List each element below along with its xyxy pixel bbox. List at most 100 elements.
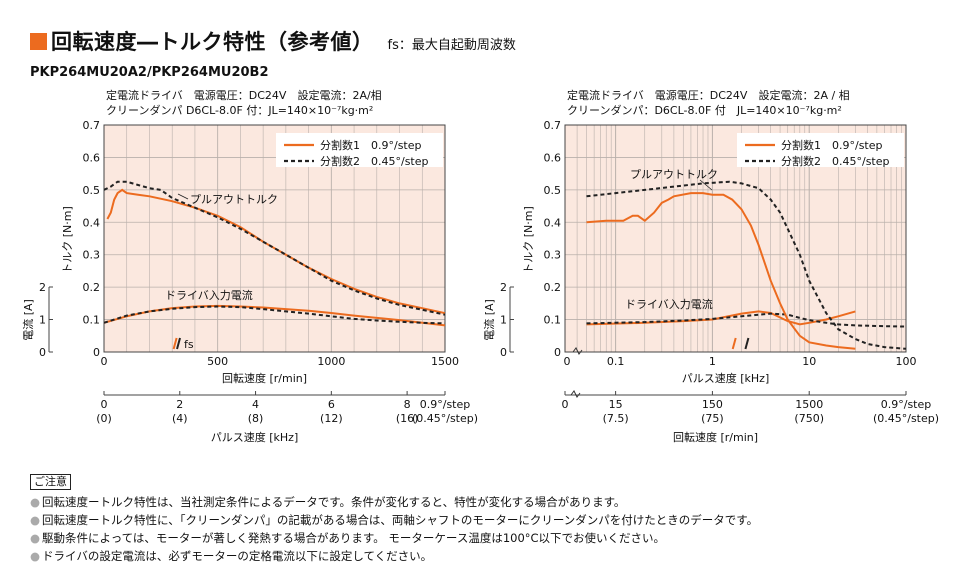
y-tick-label: 0: [93, 346, 100, 359]
note-item: ● 回転速度ートルク特性に、「クリーンダンパ」の記載がある場合は、両軸シャフトのモ…: [30, 513, 759, 527]
current-series-2-line: [586, 312, 906, 328]
annot-pullout: プルアウトトルク: [630, 168, 718, 181]
page-title: 回転速度―トルク特性（参考値）: [51, 30, 374, 54]
torque-series-1-line: [106, 188, 445, 315]
y-tick-label: 0: [554, 346, 561, 359]
fs-marker: [744, 337, 750, 350]
y-tick-label: 0.6: [83, 151, 101, 164]
secondary-tick-label-sub: (7.5): [603, 412, 629, 425]
note-item: ● 回転速度ートルク特性は、当社測定条件によるデータです。条件が変化すると、特性が…: [30, 495, 626, 509]
current-tick-label: 2: [500, 281, 507, 294]
condition-line-2: クリーンダンパ：D6CL-8.0F 付 JL=140×10⁻⁷kg·m²: [567, 103, 842, 117]
plot-frame: [564, 124, 907, 353]
note-text: 回転速度ートルク特性は、当社測定条件によるデータです。条件が変化すると、特性が変…: [42, 495, 626, 509]
x-tick-label: 1000: [317, 355, 345, 368]
legend-label-1: 分割数1 0.9°/step: [320, 138, 422, 152]
secondary-tick-label: 2: [176, 398, 183, 411]
secondary-tick-label-sub: (750): [794, 412, 824, 425]
annot-pullout-leader: [699, 179, 713, 191]
fs-marker: [172, 337, 178, 350]
current-series-2-line: [104, 305, 445, 325]
x-tick-label: 100: [896, 355, 917, 368]
current-axis-label: 電流 [A]: [21, 299, 35, 341]
current-tick-label: 0: [39, 346, 46, 359]
y-tick-label: 0.6: [544, 151, 562, 164]
legend-label-2: 分割数2 0.45°/step: [320, 154, 429, 168]
y-tick-label: 0.1: [83, 314, 101, 327]
secondary-tick-label-sub: (8): [248, 412, 264, 425]
condition-line-2: クリーンダンパ D6CL-8.0F 付：JL=140×10⁻⁷kg·m²: [106, 103, 373, 117]
annot-pullout: プルアウトトルク: [190, 193, 278, 206]
model-name: PKP264MU20A2/PKP264MU20B2: [30, 65, 269, 80]
annot-current: ドライバ入力電流: [625, 297, 713, 311]
x-axis-label: パルス速度 [kHz]: [682, 371, 770, 385]
secondary-axis-label: パルス速度 [kHz]: [211, 430, 299, 444]
torque-series-1-line: [586, 192, 856, 350]
condition-line-1: 定電流ドライバ 電源電圧：DC24V 設定電流：2A/相: [106, 88, 382, 102]
y-tick-label: 0.5: [83, 184, 101, 197]
secondary-axis-label: 回転速度 [r/min]: [673, 430, 758, 444]
secondary-tick-label: 15: [609, 398, 623, 411]
y-tick-label: 0.7: [544, 119, 562, 132]
annot-fs: fs: [184, 338, 194, 351]
title-marker: [30, 32, 47, 50]
y-tick-label: 0.2: [83, 281, 101, 294]
notes-list: ● 回転速度ートルク特性は、当社測定条件によるデータです。条件が変化すると、特性が…: [30, 493, 758, 565]
secondary-tick-label-sub: (0.45°/step): [412, 412, 478, 425]
axis-break-icon: [572, 347, 583, 355]
note-item: ● 駆動条件によっては、モーターが著しく発熱する場合があります。 モーターケース温…: [30, 531, 666, 545]
secondary-tick-label-sub: (0): [96, 412, 112, 425]
plot-frame: [103, 124, 446, 353]
secondary-tick-label: 6: [328, 398, 335, 411]
secondary-tick-label: 0.9°/step: [420, 398, 471, 411]
current-tick-label: 1: [39, 314, 46, 327]
y-tick-label: 0.3: [544, 249, 562, 262]
condition-line-1: 定電流ドライバ 電源電圧：DC24V 設定電流：2A / 相: [567, 88, 850, 102]
secondary-tick-label-sub: (75): [701, 412, 724, 425]
secondary-tick-label-sub: (12): [320, 412, 343, 425]
secondary-tick-label-sub: (4): [172, 412, 188, 425]
secondary-tick-label: 150: [702, 398, 723, 411]
y-tick-label: 0.4: [83, 216, 101, 229]
note-text: ドライバの設定電流は、必ずモーターの定格電流以下に設定してください。: [42, 549, 433, 563]
y-tick-label: 0.7: [83, 119, 101, 132]
x-axis-label: 回転速度 [r/min]: [222, 371, 307, 385]
legend-box: [276, 133, 443, 167]
secondary-tick-label: 4: [252, 398, 259, 411]
x-tick-label: 500: [207, 355, 228, 368]
secondary-tick-label-sub: (16): [396, 412, 419, 425]
x-tick-label: 1: [709, 355, 716, 368]
secondary-tick-label: 8: [404, 398, 411, 411]
header: 回転速度―トルク特性（参考値） fs：最大自起動周波数: [30, 28, 516, 54]
x-tick-label-zero: 0: [564, 355, 571, 368]
y-axis-label: トルク [N·m]: [522, 206, 535, 274]
y-tick-label: 0.4: [544, 216, 562, 229]
legend-label-1: 分割数1 0.9°/step: [781, 138, 883, 152]
note-text: 駆動条件によっては、モーターが著しく発熱する場合があります。 モーターケース温度…: [42, 531, 666, 545]
annot-pullout-leader: [177, 193, 189, 200]
annot-current: ドライバ入力電流: [165, 288, 253, 302]
notes-section: ご注意 ● 回転速度ートルク特性は、当社測定条件によるデータです。条件が変化すると…: [30, 470, 758, 565]
axis-break-icon: [570, 390, 581, 398]
secondary-tick-label: 0: [562, 398, 569, 411]
current-tick-label: 2: [39, 281, 46, 294]
note-text: 回転速度ートルク特性に、「クリーンダンパ」の記載がある場合は、両軸シャフトのモー…: [42, 513, 759, 527]
fs-note: fs：最大自起動周波数: [387, 38, 516, 53]
secondary-tick-label: 0.9°/step: [881, 398, 932, 411]
x-tick-label: 10: [802, 355, 816, 368]
secondary-tick-label: 1500: [795, 398, 823, 411]
current-axis-label: 電流 [A]: [482, 299, 496, 341]
notes-title: ご注意: [30, 474, 71, 490]
y-tick-label: 0.5: [544, 184, 562, 197]
fs-marker: [731, 337, 737, 350]
x-tick-label: 0.1: [607, 355, 625, 368]
x-tick-label: 0: [101, 355, 108, 368]
secondary-tick-label-sub: (0.45°/step): [873, 412, 939, 425]
legend-box: [737, 133, 904, 167]
note-item: ● ドライバの設定電流は、必ずモーターの定格電流以下に設定してください。: [30, 549, 433, 563]
secondary-tick-label: 0: [101, 398, 108, 411]
y-tick-label: 0.1: [544, 314, 562, 327]
current-tick-label: 1: [500, 314, 507, 327]
x-tick-label: 1500: [431, 355, 459, 368]
